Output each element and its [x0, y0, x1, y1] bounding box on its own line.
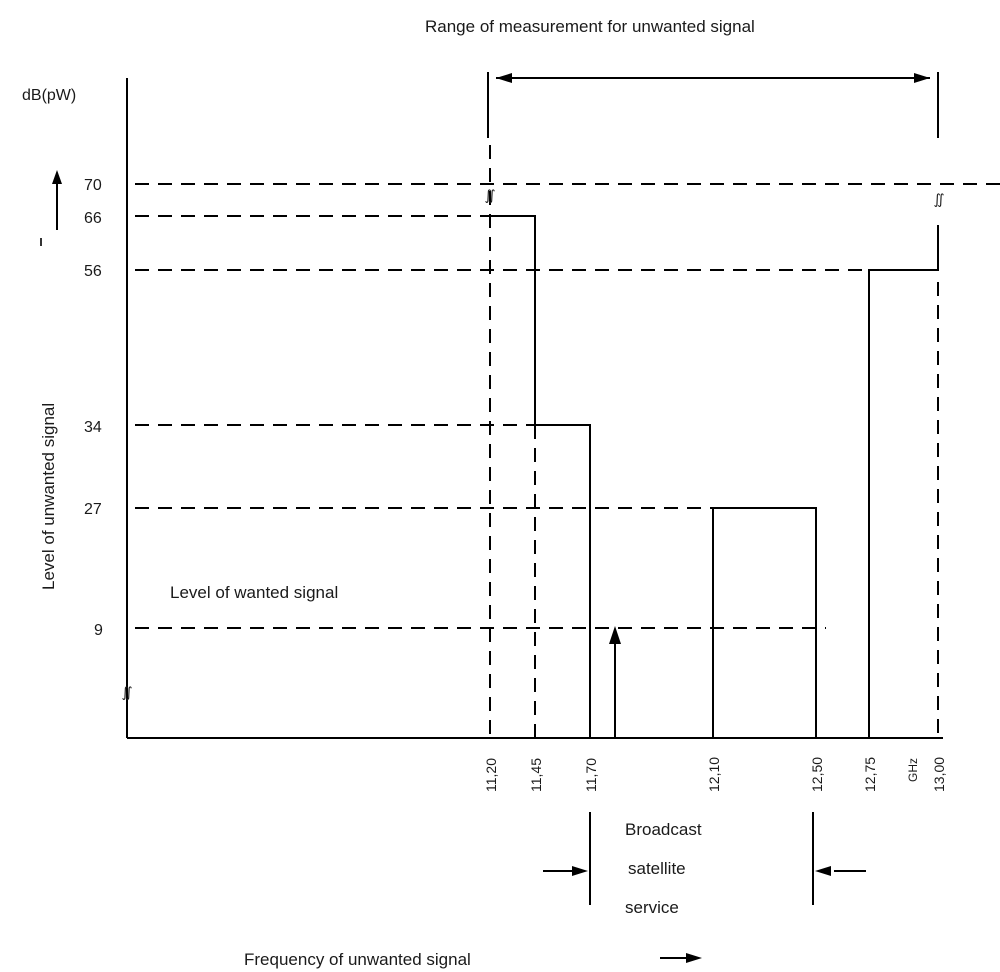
- range-arrow-left-head: [496, 73, 512, 83]
- x-tick-1145: 11,45: [528, 758, 544, 792]
- unit-label: dB(pW): [22, 87, 76, 104]
- band-label-line-3: service: [625, 898, 679, 917]
- y-tick-56: 56: [84, 263, 102, 280]
- mask-left-step: [490, 215, 591, 738]
- band-label-line-2: satellite: [628, 859, 686, 878]
- y-axis-label: Level of unwanted signal: [39, 403, 58, 590]
- x-unit-ghz: GHz: [906, 758, 920, 782]
- x-axis-label: Frequency of unwanted signal: [244, 950, 471, 969]
- break-mark-1300: ∬: [933, 191, 944, 207]
- break-mark-1120: ∬: [484, 187, 495, 203]
- x-tick-1275: 12,75: [862, 757, 878, 792]
- band-right-arrow-head: [815, 866, 831, 876]
- mask-right-step: [868, 225, 939, 738]
- mask-middle-step: [712, 507, 817, 738]
- wanted-signal-label: Level of wanted signal: [170, 583, 338, 602]
- range-label: Range of measurement for unwanted signal: [425, 17, 755, 36]
- x-tick-1210: 12,10: [706, 757, 722, 792]
- x-tick-1120: 11,20: [483, 758, 499, 792]
- wanted-arrow-head: [609, 626, 621, 644]
- break-mark-y-axis: ∬: [121, 684, 132, 700]
- up-arrow-head: [52, 170, 62, 184]
- y-tick-66: 66: [84, 210, 102, 227]
- y-tick-27: 27: [84, 501, 102, 518]
- range-arrow-right-head: [914, 73, 930, 83]
- band-label-line-1: Broadcast: [625, 820, 702, 839]
- x-tick-1170: 11,70: [583, 758, 599, 792]
- x-tick-1250: 12,50: [809, 757, 825, 792]
- x-arrow-head: [686, 953, 702, 963]
- y-tick-70: 70: [84, 177, 102, 194]
- x-tick-1300: 13,00: [931, 757, 947, 792]
- y-tick-9: 9: [94, 622, 103, 639]
- y-tick-34: 34: [84, 419, 102, 436]
- band-left-arrow-head: [572, 866, 588, 876]
